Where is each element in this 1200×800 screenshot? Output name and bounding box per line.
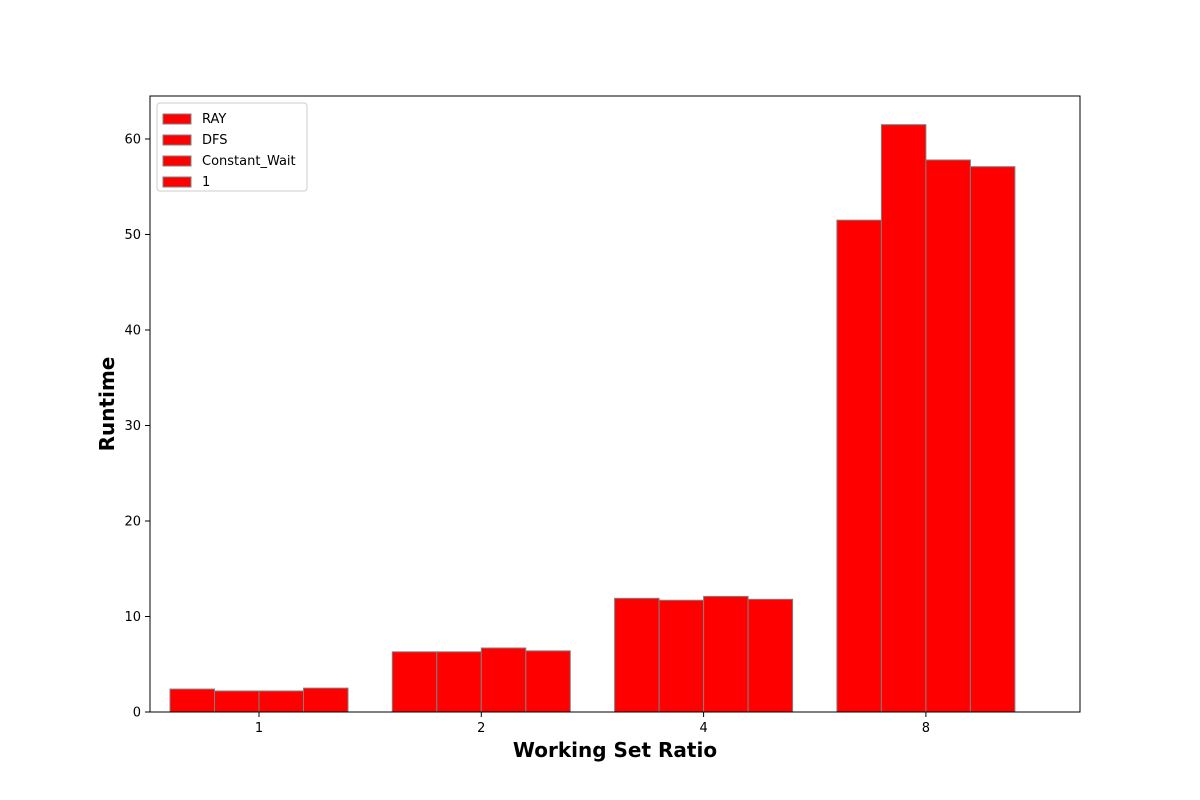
y-axis-title: Runtime <box>95 357 119 452</box>
legend-swatch <box>162 113 192 125</box>
bar-dfs-1 <box>214 690 260 713</box>
bars-group <box>169 124 1016 713</box>
x-tick-label: 8 <box>922 721 930 736</box>
legend-swatch <box>162 134 192 146</box>
plot-frame <box>149 95 1081 713</box>
bar-1-8 <box>969 166 1016 713</box>
bar-1-4 <box>747 598 794 713</box>
x-tick-label: 2 <box>477 721 485 736</box>
y-tick-label: 40 <box>124 323 141 338</box>
x-tick-label: 1 <box>255 721 263 736</box>
x-axis-title: Working Set Ratio <box>513 738 717 762</box>
bar-ray-8 <box>836 219 882 713</box>
bar-constant-wait-4 <box>703 595 749 713</box>
y-tick-label: 30 <box>124 419 141 434</box>
legend-label: Constant_Wait <box>202 154 296 169</box>
legend-label: 1 <box>202 175 210 190</box>
bar-ray-1 <box>169 688 215 713</box>
bar-dfs-4 <box>658 599 705 713</box>
bar-ray-2 <box>391 651 438 713</box>
y-tick-label: 60 <box>124 132 141 147</box>
legend: RAY DFS Constant_Wait 1 <box>156 102 308 192</box>
bar-dfs-8 <box>880 124 927 713</box>
bar-ray-4 <box>614 597 660 713</box>
bar-1-2 <box>525 650 571 713</box>
legend-swatch <box>162 176 192 188</box>
bar-dfs-2 <box>436 651 482 713</box>
bar-constant-wait-8 <box>925 159 971 713</box>
y-tick-label: 10 <box>124 610 141 625</box>
x-axis: 1 2 4 8 <box>255 712 930 736</box>
bar-constant-wait-1 <box>258 690 304 713</box>
y-axis: 0 10 20 30 40 50 60 <box>124 132 150 721</box>
y-tick-label: 20 <box>124 514 141 529</box>
legend-swatch <box>162 155 192 167</box>
y-tick-label: 50 <box>124 228 141 243</box>
bar-1-1 <box>303 687 349 713</box>
x-tick-label: 4 <box>699 721 707 736</box>
bar-constant-wait-2 <box>480 647 527 713</box>
y-tick-label: 0 <box>133 706 141 721</box>
legend-label: DFS <box>202 133 228 148</box>
legend-box <box>156 102 308 192</box>
legend-label: RAY <box>202 112 226 127</box>
